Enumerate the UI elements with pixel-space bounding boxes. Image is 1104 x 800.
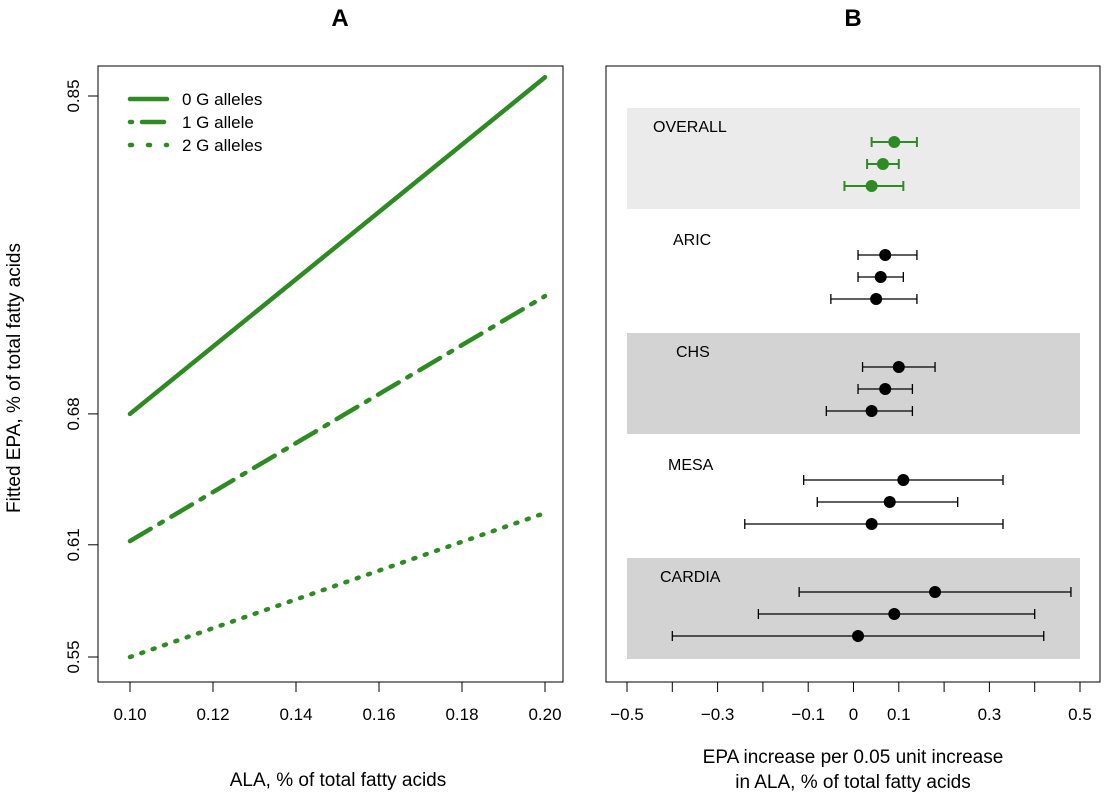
legend-label: 2 G alleles [182,136,262,155]
x-tick-label: −0.5 [610,705,644,724]
panel-b-x-axis-label-line2: in ALA, % of total fatty acids [735,772,971,793]
x-tick-label: 0.1 [887,705,911,724]
estimate-point [929,586,942,598]
estimate-point [888,608,901,620]
group-label: ARIC [673,232,711,249]
panel-a-frame [97,65,564,683]
panel-a-title: A [331,5,348,32]
panel-a-x-axis-label: ALA, % of total fatty acids [230,770,447,791]
estimate-point [883,496,896,508]
y-tick-label: 0.61 [64,528,83,561]
series-line-1 [127,75,548,417]
x-tick-label: 0.10 [113,705,146,724]
x-tick-label: 0.18 [445,705,478,724]
panel-b-x-axis-label-line1: EPA increase per 0.05 unit increase [703,747,1004,768]
estimate-point [865,518,878,530]
group-label: MESA [668,457,714,474]
x-tick-label: 0.14 [279,705,312,724]
estimate-point [876,158,889,170]
x-tick-label: 0.12 [196,705,229,724]
y-tick-label: 0.68 [64,397,83,430]
legend-label: 1 G allele [182,113,254,132]
x-tick-label: 0.5 [1068,705,1092,724]
x-tick-label: −0.3 [701,705,735,724]
legend: 0 G alleles 1 G allele 2 G alleles [127,90,262,155]
panel-b-shading [627,108,1080,659]
panel-a-y-ticks: 0.55 0.61 0.68 0.85 [64,79,99,674]
estimate-point [870,293,883,305]
estimate-point [865,405,878,417]
panel-b: OVERALL ARIC CHS MESA CARDIA −0.5 −0.3 −0.1 0 0.… [605,65,1101,793]
x-tick-label: 0.20 [528,705,561,724]
estimate-point [888,136,901,148]
group-shade [627,333,1080,434]
panel-b-x-ticks: −0.5 −0.3 −0.1 0 0.1 0.3 0.5 [610,681,1092,724]
legend-label: 0 G alleles [182,90,262,109]
y-tick-label: 0.85 [64,79,83,112]
x-tick-label: −0.1 [791,705,825,724]
group-label: OVERALL [653,119,727,136]
panel-a-series [127,75,548,660]
estimate-point [874,271,887,283]
group-label: CHS [676,344,710,361]
series-line-3 [127,510,548,660]
panel-b-groups: OVERALL ARIC CHS MESA CARDIA [653,119,1072,642]
estimate-point [897,474,910,486]
x-tick-label: 0.16 [362,705,395,724]
group-shade [627,108,1080,209]
panel-a: 0.10 0.12 0.14 0.16 0.18 0.20 0.55 0.61 0.68 0.8… [4,65,564,791]
x-tick-label: 0.3 [978,705,1002,724]
x-tick-label: 0 [849,705,858,724]
estimate-point [865,180,878,192]
estimate-point [852,630,865,642]
estimate-point [879,249,892,261]
group-shade [627,558,1080,659]
panel-b-title: B [844,5,861,32]
y-tick-label: 0.55 [64,640,83,673]
panel-a-y-axis-label: Fitted EPA, % of total fatty acids [4,243,25,513]
group-label: CARDIA [660,569,721,586]
panel-a-x-ticks: 0.10 0.12 0.14 0.16 0.18 0.20 [113,681,562,724]
series-line-2 [127,293,548,544]
estimate-point [879,383,892,395]
estimate-point [892,361,905,373]
